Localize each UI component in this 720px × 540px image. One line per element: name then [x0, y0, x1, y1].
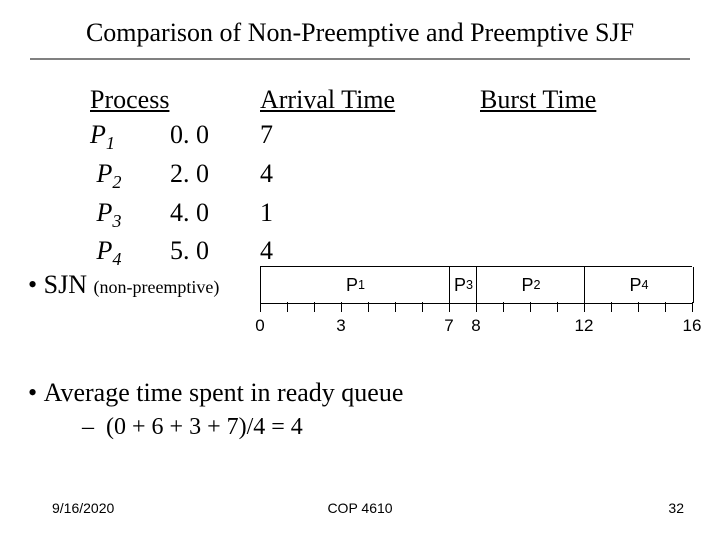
gantt-axis-label: 7	[444, 316, 453, 336]
gantt-tick	[476, 302, 477, 312]
gantt-segment: P1	[260, 267, 450, 303]
table-header-row: Process Arrival Time Burst Time	[90, 82, 596, 117]
gantt-axis-label: 8	[471, 316, 480, 336]
gantt-tick	[449, 302, 450, 312]
gantt-bar: P1P3P2P4	[260, 266, 692, 304]
gantt-segment: P2	[476, 267, 585, 303]
gantt-axis-label: 16	[683, 316, 702, 336]
gantt-ticks	[260, 304, 692, 314]
gantt-tick	[530, 302, 531, 312]
sjn-nonpreemptive-label: (non-preemptive)	[93, 277, 219, 297]
sjn-bullet: • SJN (non-preemptive)	[28, 270, 219, 300]
gantt-tick	[503, 302, 504, 312]
gantt-tick	[611, 302, 612, 312]
proc-name: P1	[90, 117, 170, 156]
table-row: P1 0. 0 7	[90, 117, 596, 156]
avg-bullet: • Average time spent in ready queue	[28, 378, 403, 408]
table-row: P3 4. 0 1	[90, 195, 596, 234]
calc-line: – (0 + 6 + 3 + 7)/4 = 4	[82, 414, 303, 441]
slide: Comparison of Non-Preemptive and Preempt…	[0, 0, 720, 540]
gantt-tick	[665, 302, 666, 312]
proc-name: P2	[90, 156, 170, 195]
proc-arrival: 2. 0	[170, 156, 260, 195]
sjn-label: SJN	[44, 270, 94, 299]
gantt-axis-label: 3	[336, 316, 345, 336]
avg-text: Average time spent in ready queue	[44, 378, 404, 407]
proc-burst: 1	[260, 195, 320, 234]
gantt-tick	[287, 302, 288, 312]
gantt-axis-label: 0	[255, 316, 264, 336]
gantt-tick	[692, 302, 693, 312]
gantt-tick	[368, 302, 369, 312]
slide-title: Comparison of Non-Preemptive and Preempt…	[0, 18, 720, 48]
process-table: Process Arrival Time Burst Time P1 0. 0 …	[90, 82, 596, 272]
table-row: P2 2. 0 4	[90, 156, 596, 195]
gantt-tick	[314, 302, 315, 312]
horizontal-rule	[30, 58, 690, 60]
proc-burst: 7	[260, 117, 320, 156]
header-burst: Burst Time	[480, 82, 596, 117]
gantt-axis-labels: 03781216	[260, 314, 692, 334]
gantt-tick	[584, 302, 585, 312]
proc-arrival: 4. 0	[170, 195, 260, 234]
gantt-tick	[341, 302, 342, 312]
footer-page: 32	[668, 500, 684, 516]
header-process: Process	[90, 82, 260, 117]
gantt-axis-label: 12	[575, 316, 594, 336]
gantt-chart: P1P3P2P4 03781216	[260, 266, 692, 336]
proc-name: P4	[90, 233, 170, 272]
gantt-tick	[422, 302, 423, 312]
gantt-segment: P4	[584, 267, 694, 303]
gantt-tick	[557, 302, 558, 312]
footer-center: COP 4610	[0, 500, 720, 516]
gantt-tick	[395, 302, 396, 312]
gantt-tick	[260, 302, 261, 312]
header-arrival: Arrival Time	[260, 82, 480, 117]
proc-burst: 4	[260, 156, 320, 195]
gantt-segment: P3	[449, 267, 477, 303]
proc-arrival: 5. 0	[170, 233, 260, 272]
gantt-tick	[638, 302, 639, 312]
proc-arrival: 0. 0	[170, 117, 260, 156]
proc-name: P3	[90, 195, 170, 234]
